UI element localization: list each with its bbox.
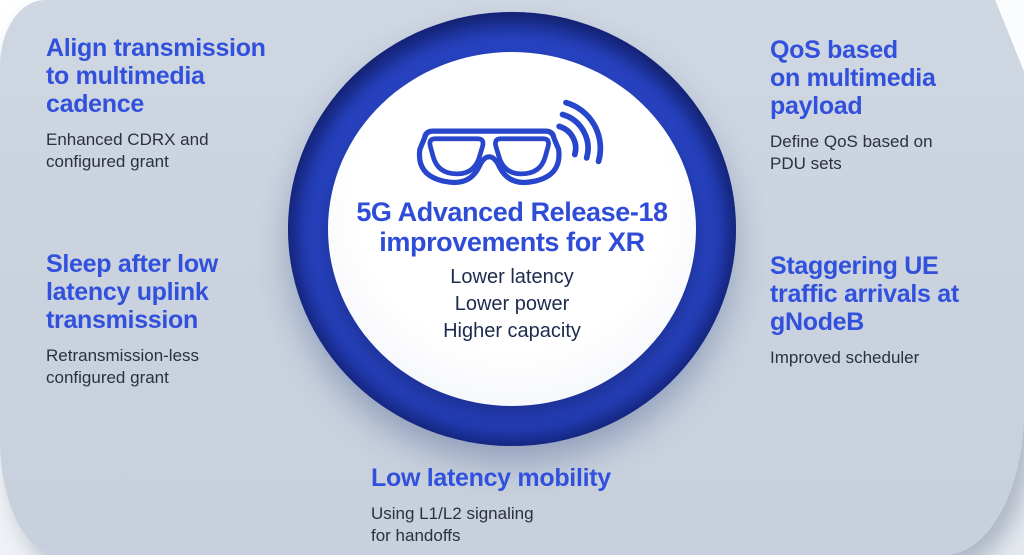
benefit-lower-power: Lower power xyxy=(454,293,570,315)
feature-heading: Staggering UE traffic arrivals at gNodeB xyxy=(770,252,959,336)
feature-detail: Improved scheduler xyxy=(770,348,920,367)
benefit-higher-capacity: Higher capacity xyxy=(443,320,581,342)
feature-detail: Using L1/L2 signaling for handoffs xyxy=(371,504,534,545)
feature-heading: Sleep after low latency uplink transmiss… xyxy=(46,250,218,334)
feature-detail: Define QoS based on PDU sets xyxy=(770,132,933,173)
feature-sleep-after-uplink: Sleep after low latency uplink transmiss… xyxy=(46,250,218,389)
feature-qos-multimedia-payload: QoS based on multimedia payload Define Q… xyxy=(770,36,936,175)
benefit-list: Lower latency Lower power Higher capacit… xyxy=(443,264,581,345)
center-title: 5G Advanced Release-18 improvements for … xyxy=(356,197,668,257)
benefit-lower-latency: Lower latency xyxy=(450,266,574,288)
xr-glasses-signal-icon xyxy=(415,96,610,191)
feature-heading: QoS based on multimedia payload xyxy=(770,36,936,120)
feature-heading: Low latency mobility xyxy=(371,464,611,492)
feature-heading: Align transmission to multimedia cadence xyxy=(46,34,266,118)
center-medallion: 5G Advanced Release-18 improvements for … xyxy=(328,52,696,406)
feature-staggering-ue-traffic: Staggering UE traffic arrivals at gNodeB… xyxy=(770,252,959,369)
feature-detail: Enhanced CDRX and configured grant xyxy=(46,130,209,171)
feature-align-transmission: Align transmission to multimedia cadence… xyxy=(46,34,266,173)
feature-low-latency-mobility: Low latency mobility Using L1/L2 signali… xyxy=(371,464,611,547)
feature-detail: Retransmission-less configured grant xyxy=(46,346,200,387)
